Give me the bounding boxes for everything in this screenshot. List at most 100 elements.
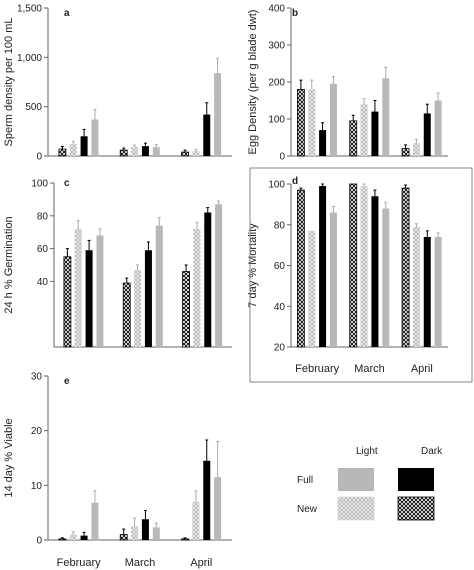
bar-new-light xyxy=(360,104,368,156)
bar-new-light xyxy=(131,526,139,540)
y-tick-label: 40 xyxy=(37,277,49,288)
bar-full-light xyxy=(214,477,222,540)
bar-full-dark xyxy=(319,130,327,156)
panel-letter: b xyxy=(292,8,298,19)
legend-col-dark: Dark xyxy=(421,446,443,457)
panel-e: 0 10 20 30 14 day % Viable e February March Apri… xyxy=(3,372,232,569)
bar-new-dark xyxy=(181,151,189,157)
y-tick-label: 80 xyxy=(37,211,49,222)
bar-full-dark xyxy=(423,236,431,347)
panel-letter: a xyxy=(64,8,70,19)
bar-new-light xyxy=(74,228,82,347)
bar-full-light xyxy=(152,147,160,156)
y-tick-label: 20 xyxy=(31,426,43,437)
bar-new-light xyxy=(308,89,316,156)
bar-new-dark xyxy=(401,148,410,157)
panel-letter: e xyxy=(64,376,70,387)
bar-full-dark xyxy=(80,535,88,540)
bar-full-dark xyxy=(319,186,327,347)
bar-new-dark xyxy=(122,282,131,348)
bar-full-dark xyxy=(80,136,88,156)
category-label: April xyxy=(411,363,433,375)
category-label: March xyxy=(354,363,385,375)
y-tick-label: 100 xyxy=(268,115,285,126)
bar-full-dark xyxy=(423,113,431,156)
y-tick-label: 1,500 xyxy=(17,4,42,15)
panel-d: 20 40 60 80 100 7 day % Mortality d February Mar… xyxy=(247,176,448,375)
bar-new-light xyxy=(69,534,77,540)
panel-letter: d xyxy=(292,176,298,187)
bar-full-light xyxy=(215,204,223,347)
bar-full-dark xyxy=(203,460,211,540)
bar-full-dark xyxy=(371,111,379,156)
y-tick-label: 100 xyxy=(31,179,48,190)
legend-swatch-new-dark xyxy=(397,496,435,521)
bar-new-light xyxy=(134,269,142,347)
bar-new-dark xyxy=(58,148,67,157)
y-tick-label: 30 xyxy=(31,372,43,383)
bar-full-light xyxy=(152,527,160,540)
y-tick-label: 200 xyxy=(268,78,285,89)
bar-new-dark xyxy=(349,183,358,348)
bar-new-light xyxy=(412,226,420,347)
bar-new-light xyxy=(412,143,420,156)
y-axis-label: 14 day % Viable xyxy=(3,418,15,497)
bar-full-light xyxy=(329,83,337,156)
bar-full-dark xyxy=(371,196,379,347)
bar-full-dark xyxy=(141,146,149,156)
legend-row-full: Full xyxy=(297,475,313,486)
legend-swatch-full-dark xyxy=(398,468,434,491)
bar-full-light xyxy=(329,212,337,347)
legend-swatch-full-light xyxy=(338,468,374,491)
y-tick-label: 0 xyxy=(36,536,42,547)
bar-new-dark xyxy=(296,89,305,157)
bar-full-light xyxy=(96,235,104,347)
y-tick-label: 60 xyxy=(37,244,49,255)
panel-d-frame xyxy=(249,167,473,383)
y-axis-label: 24 h % Germination xyxy=(3,216,15,313)
bar-full-dark xyxy=(144,250,152,347)
bar-new-light xyxy=(69,144,77,156)
legend-swatch-new-light xyxy=(337,496,375,521)
legend: Light Dark Full New xyxy=(297,446,443,521)
bar-new-dark xyxy=(182,271,190,348)
bar-full-light xyxy=(91,119,99,156)
y-tick-label: 1,000 xyxy=(17,53,42,64)
legend-col-light: Light xyxy=(356,446,378,457)
y-tick-label: 80 xyxy=(274,220,286,231)
legend-row-new: New xyxy=(297,504,318,515)
bar-new-dark xyxy=(181,538,189,541)
bar-new-light xyxy=(192,501,200,540)
bar-new-dark xyxy=(296,189,305,348)
bar-new-dark xyxy=(119,534,128,541)
y-axis-label: Egg Density (per g blade dwt) xyxy=(247,10,259,155)
panel-b: 0 100 200 300 400 Egg Density (per g blade dw… xyxy=(247,4,448,163)
y-axis-label: 7 day % Mortality xyxy=(247,223,259,308)
y-tick-label: 100 xyxy=(268,180,285,191)
bar-new-light xyxy=(193,228,201,347)
bar-full-dark xyxy=(204,212,212,347)
bar-full-light xyxy=(434,100,442,156)
bar-new-light xyxy=(360,186,368,347)
panel-letter: c xyxy=(64,178,70,189)
y-tick-label: 20 xyxy=(274,343,286,354)
bar-new-dark xyxy=(119,149,128,157)
bar-full-light xyxy=(434,236,442,347)
bar-new-dark xyxy=(349,120,358,157)
bar-new-dark xyxy=(401,187,410,348)
category-label: March xyxy=(125,557,156,569)
bar-full-dark xyxy=(141,519,149,540)
y-axis-label: Sperm density per 100 mL xyxy=(3,17,15,146)
y-tick-label: 500 xyxy=(25,102,42,113)
bar-full-dark xyxy=(85,250,93,347)
y-tick-label: 60 xyxy=(274,261,286,272)
y-tick-label: 40 xyxy=(274,302,286,313)
y-tick-label: 300 xyxy=(268,41,285,52)
category-label: April xyxy=(190,557,212,569)
bar-full-dark xyxy=(203,114,211,156)
bar-new-dark xyxy=(63,256,72,348)
bar-new-light xyxy=(308,230,316,347)
bar-full-light xyxy=(382,78,390,156)
bar-full-light xyxy=(382,208,390,347)
